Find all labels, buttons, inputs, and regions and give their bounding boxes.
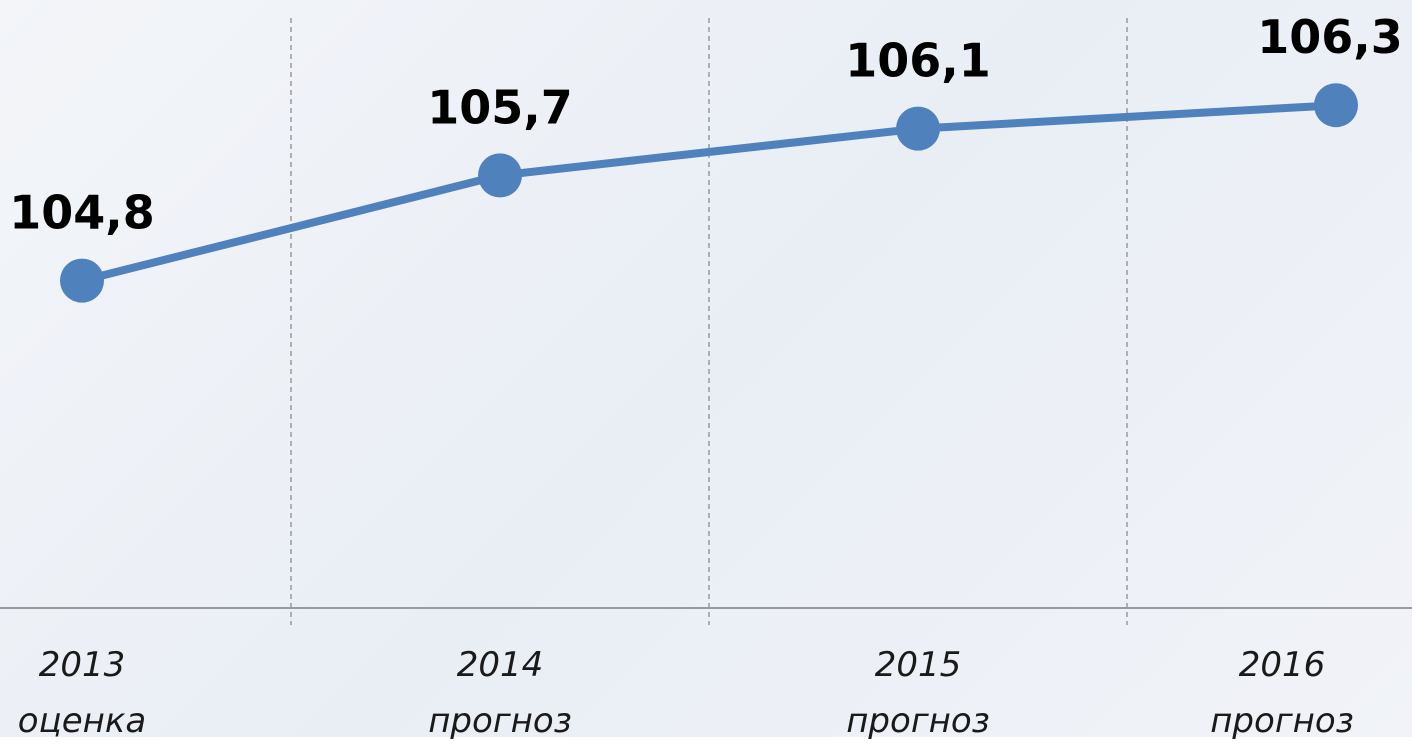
point — [60, 258, 104, 303]
line-series — [81, 101, 1337, 285]
x-tick-label: 2014 прогноз — [428, 645, 572, 741]
point — [478, 153, 522, 198]
point — [896, 106, 940, 151]
data-label: 105,7 — [427, 80, 573, 134]
x-tick-label: 2016 прогноз — [1210, 645, 1354, 741]
point — [1314, 83, 1358, 128]
data-label: 104,8 — [9, 186, 155, 240]
x-tick-label: 2013 оценка — [17, 645, 147, 741]
x-tick-label: 2015 прогноз — [846, 645, 990, 741]
data-label: 106,1 — [845, 34, 991, 88]
data-label: 106,3 — [1257, 10, 1403, 64]
